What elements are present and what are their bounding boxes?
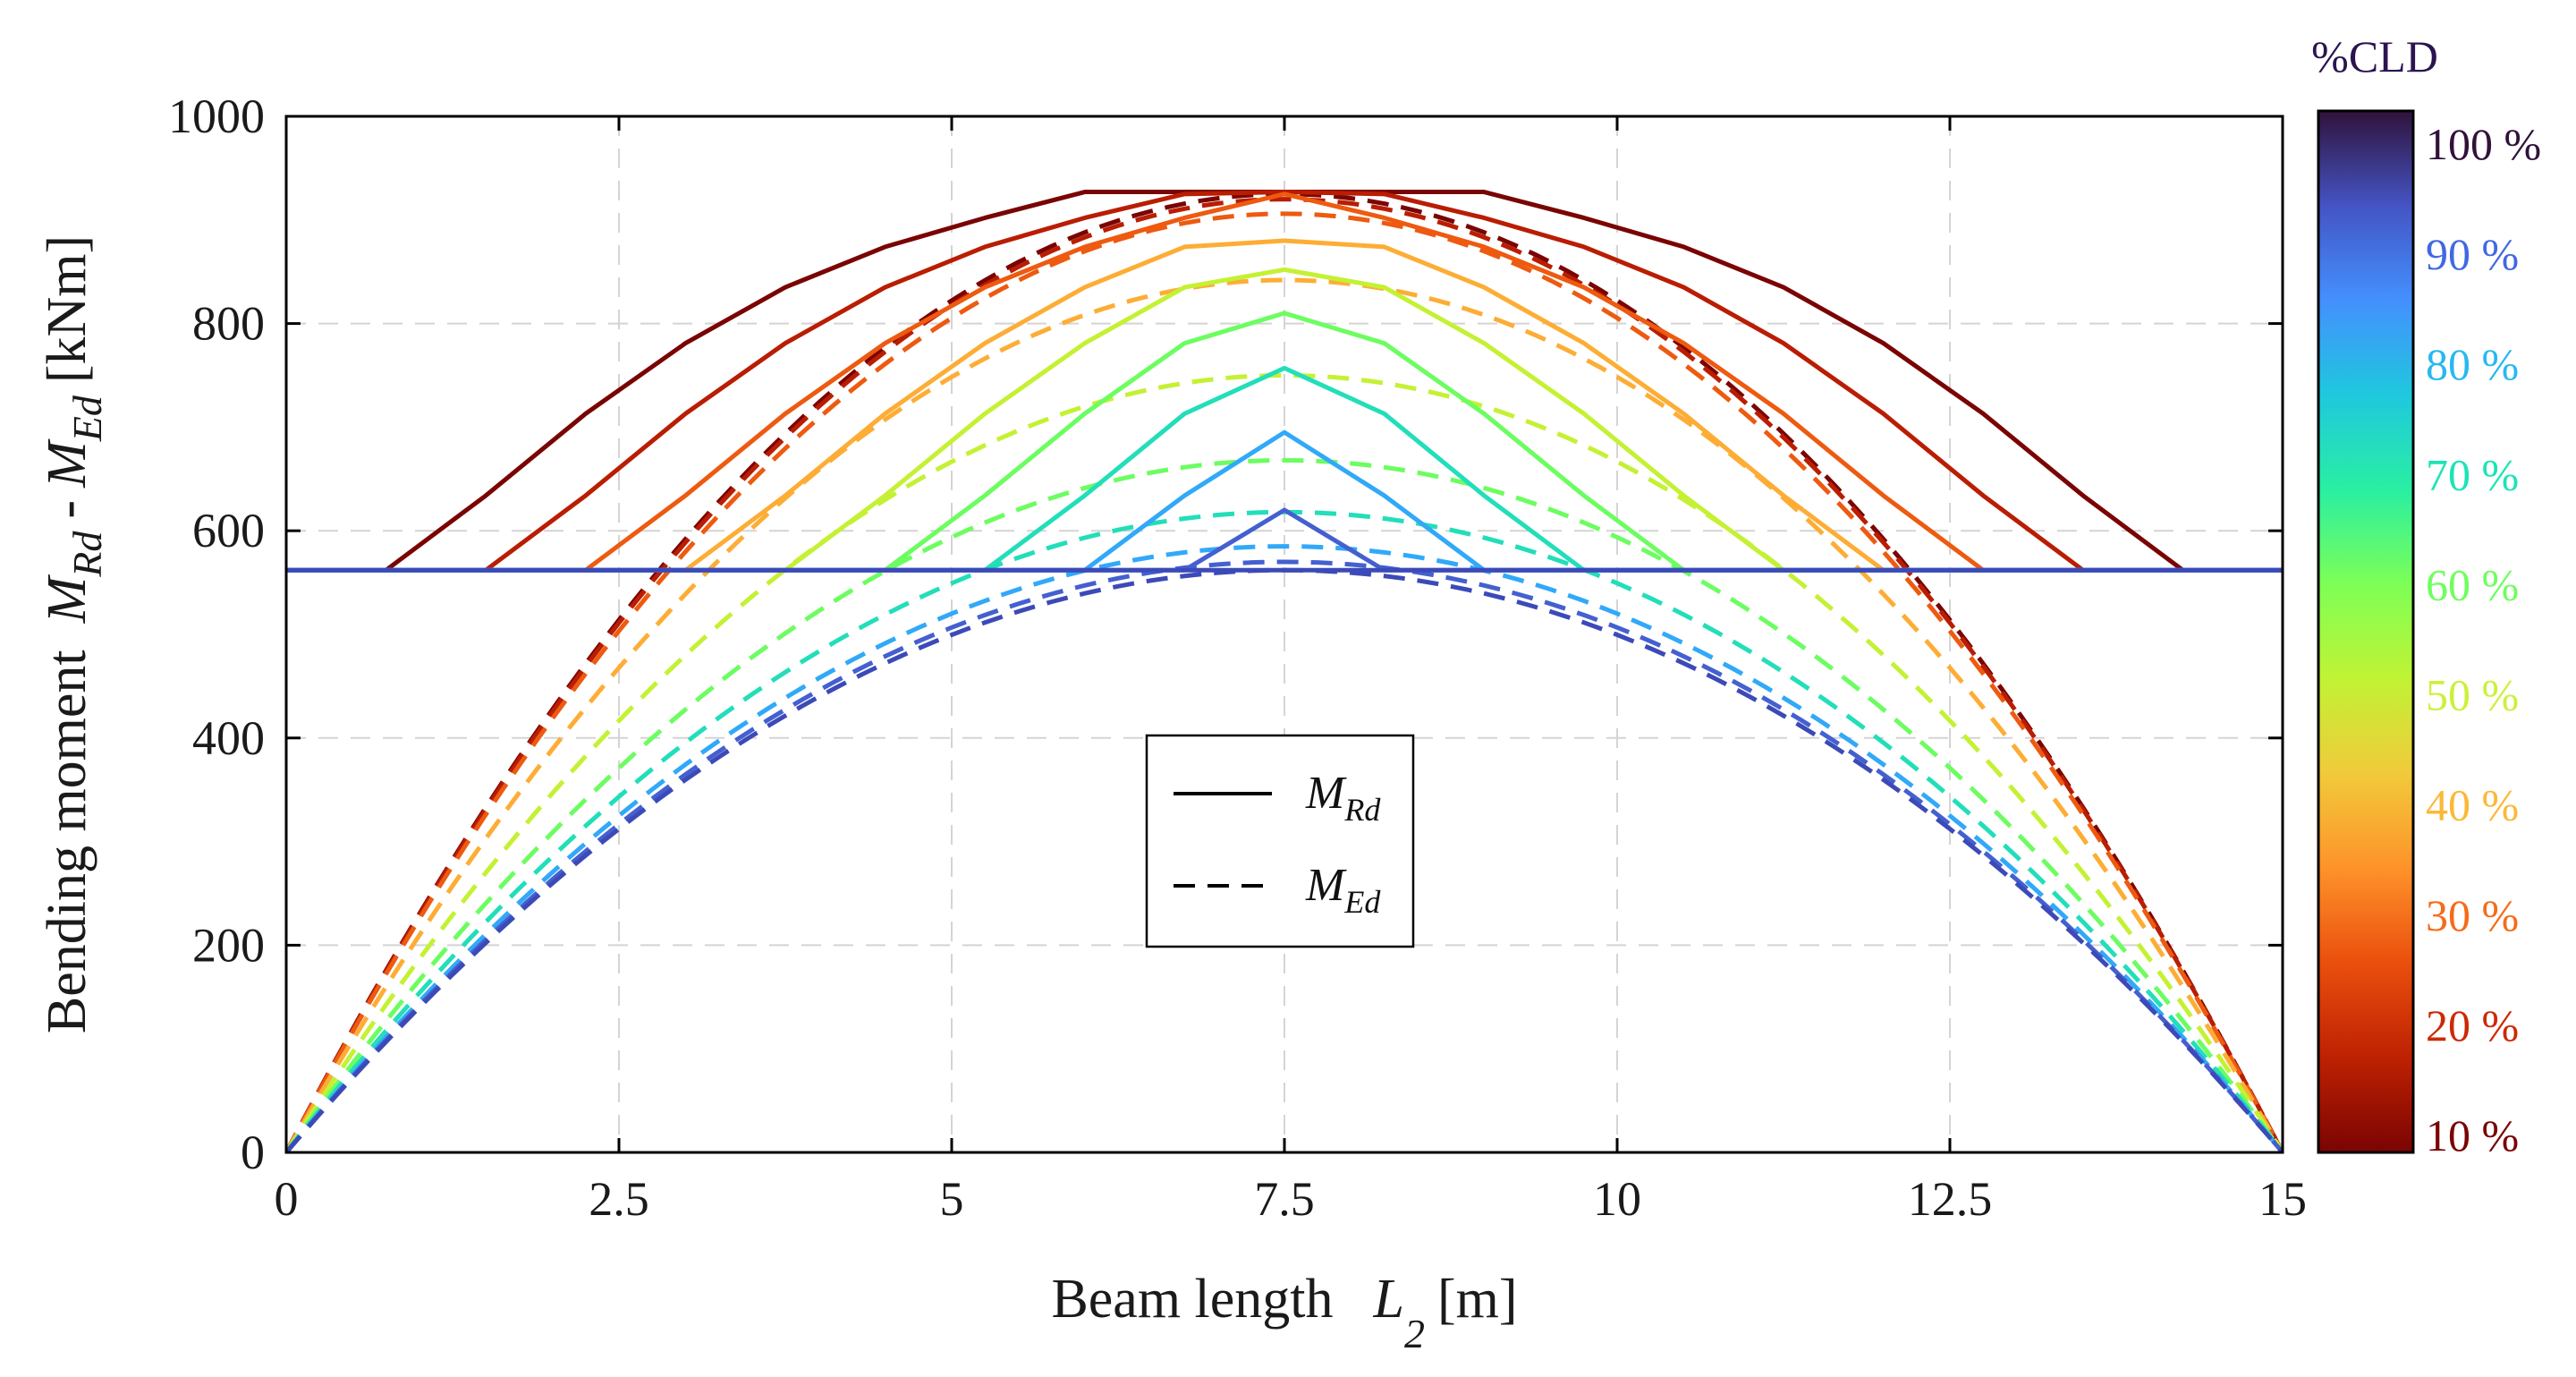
colorbar-title: %CLD	[2311, 31, 2438, 81]
colorbar-labels: 100 % 90 % 80 % 70 % 60 % 50 % 40 % 30 % 20 % 10 …	[2426, 119, 2541, 1160]
x-tick-label-0: 0	[275, 1172, 299, 1226]
colorbar-label-7: 30 %	[2426, 890, 2519, 940]
legend: MRd MEd	[1145, 734, 1415, 948]
x-tick-label-4: 10	[1593, 1172, 1641, 1226]
x-tick-label-2: 5	[940, 1172, 964, 1226]
y-axis-title: Bending momentMRd-MEd[kNm]	[37, 235, 110, 1033]
x-axis-title-subscript: 2	[1404, 1311, 1425, 1356]
colorbar-label-5: 50 %	[2426, 670, 2519, 720]
y-tick-label-2: 400	[192, 711, 265, 765]
med-curve-6	[286, 457, 2283, 1152]
x-axis-title-symbol: L	[1373, 1269, 1404, 1330]
mrd-curve-4	[286, 238, 2283, 573]
med-curve-8	[286, 544, 2283, 1152]
x-axis-title-unit: [m]	[1437, 1269, 1518, 1330]
colorbar-label-9: 10 %	[2426, 1110, 2519, 1160]
y-axis-title-subscript-1: Rd	[64, 531, 110, 578]
colorbar-label-2: 80 %	[2426, 339, 2519, 389]
colorbar-label-0: 100 %	[2426, 119, 2541, 169]
legend-box	[1145, 734, 1415, 948]
med-curve-5	[286, 372, 2283, 1152]
med-curve-4	[286, 277, 2283, 1152]
colorbar-label-3: 70 %	[2426, 449, 2519, 499]
y-axis-title-separator: -	[37, 500, 97, 519]
y-tick-label-0: 0	[241, 1126, 265, 1179]
y-tick-label-4: 800	[192, 297, 265, 351]
x-axis-title: Beam length L2 [m]	[1051, 1269, 1517, 1356]
y-axis-title-symbol-1: M	[37, 574, 97, 624]
series-group	[286, 190, 2283, 1152]
colorbar-label-1: 90 %	[2426, 229, 2519, 279]
med-curve-2	[286, 197, 2283, 1152]
y-axis-title-main: Bending moment	[37, 650, 97, 1033]
y-tick-label-3: 600	[192, 504, 265, 557]
mrd-curve-6	[286, 310, 2283, 573]
colorbar-gradient	[2317, 109, 2415, 1154]
colorbar-label-4: 60 %	[2426, 559, 2519, 609]
mrd-curve-5	[286, 267, 2283, 573]
x-tick-label-5: 12.5	[1908, 1172, 1993, 1226]
y-tick-label-5: 1000	[168, 89, 265, 143]
med-curve-9	[286, 559, 2283, 1152]
y-tick-label-1: 200	[192, 918, 265, 972]
legend-med-subscript: Ed	[1343, 884, 1381, 920]
mrd-curve-7	[286, 365, 2283, 573]
legend-mrd-subscript: Rd	[1343, 792, 1381, 828]
colorbar: %CLD 100 % 90 % 80 % 70 % 60 % 50 % 40 % 30 % 20…	[2311, 31, 2541, 1160]
x-tick-label-6: 15	[2258, 1172, 2307, 1226]
mrd-curve-3	[286, 191, 2283, 573]
y-axis-title-subscript-2: Ed	[64, 395, 110, 442]
colorbar-label-6: 40 %	[2426, 780, 2519, 830]
axis-ticks: 0 2.5 5 7.5 10 12.5 15 0 200 400 600 800 1000	[168, 89, 2307, 1226]
med-curve-3	[286, 211, 2283, 1152]
x-tick-label-1: 2.5	[589, 1172, 649, 1226]
legend-med-symbol: M	[1305, 860, 1347, 911]
x-tick-label-3: 7.5	[1254, 1172, 1315, 1226]
colorbar-label-8: 20 %	[2426, 1000, 2519, 1050]
legend-label-mrd: MRd	[1305, 768, 1381, 828]
y-axis-title-unit: [kNm]	[37, 235, 97, 383]
legend-label-med: MEd	[1305, 860, 1381, 920]
legend-mrd-symbol: M	[1305, 768, 1347, 819]
y-axis-title-symbol-2: M	[37, 438, 97, 489]
x-axis-title-main: Beam length	[1051, 1269, 1333, 1330]
